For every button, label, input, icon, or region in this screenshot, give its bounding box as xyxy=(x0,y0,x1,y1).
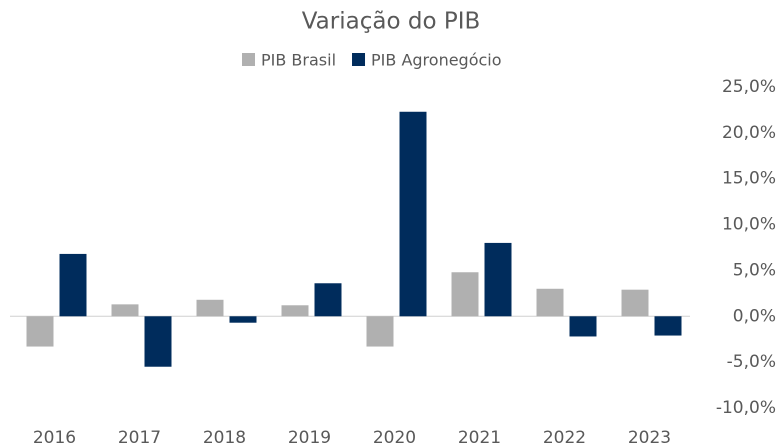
x-tick-label: 2021 xyxy=(458,428,501,448)
bar xyxy=(484,242,512,317)
bar xyxy=(536,288,564,317)
x-tick-label: 2019 xyxy=(288,428,331,448)
bar xyxy=(314,283,342,317)
legend-swatch xyxy=(352,53,366,66)
bar xyxy=(281,305,309,317)
bar xyxy=(196,299,224,317)
legend-label: PIB Brasil xyxy=(261,51,336,70)
bar xyxy=(144,316,172,367)
y-tick-label: 15,0% xyxy=(722,169,776,189)
bar xyxy=(26,316,54,347)
bar xyxy=(366,316,394,347)
legend-swatch xyxy=(242,53,255,66)
y-tick-label: -10,0% xyxy=(716,398,776,418)
y-tick-label: -5,0% xyxy=(727,352,776,372)
y-tick-label: 0,0% xyxy=(733,306,776,326)
bar xyxy=(654,316,682,336)
x-tick-label: 2022 xyxy=(543,428,586,448)
x-tick-label: 2023 xyxy=(628,428,671,448)
y-tick-label: 5,0% xyxy=(733,260,776,280)
y-tick-label: 10,0% xyxy=(722,215,776,235)
bar xyxy=(399,111,427,317)
legend-label: PIB Agronegócio xyxy=(371,51,502,70)
bar xyxy=(59,253,87,317)
bar xyxy=(569,316,597,337)
y-tick-label: 25,0% xyxy=(722,77,776,97)
x-tick-label: 2017 xyxy=(118,428,161,448)
y-tick-label: 20,0% xyxy=(722,123,776,143)
bar xyxy=(229,316,257,323)
x-tick-label: 2016 xyxy=(33,428,76,448)
bar xyxy=(111,304,139,317)
bar xyxy=(621,289,649,317)
x-tick-label: 2020 xyxy=(373,428,416,448)
bar xyxy=(451,272,479,317)
chart-title: Variação do PIB xyxy=(302,9,481,35)
x-tick-label: 2018 xyxy=(203,428,246,448)
